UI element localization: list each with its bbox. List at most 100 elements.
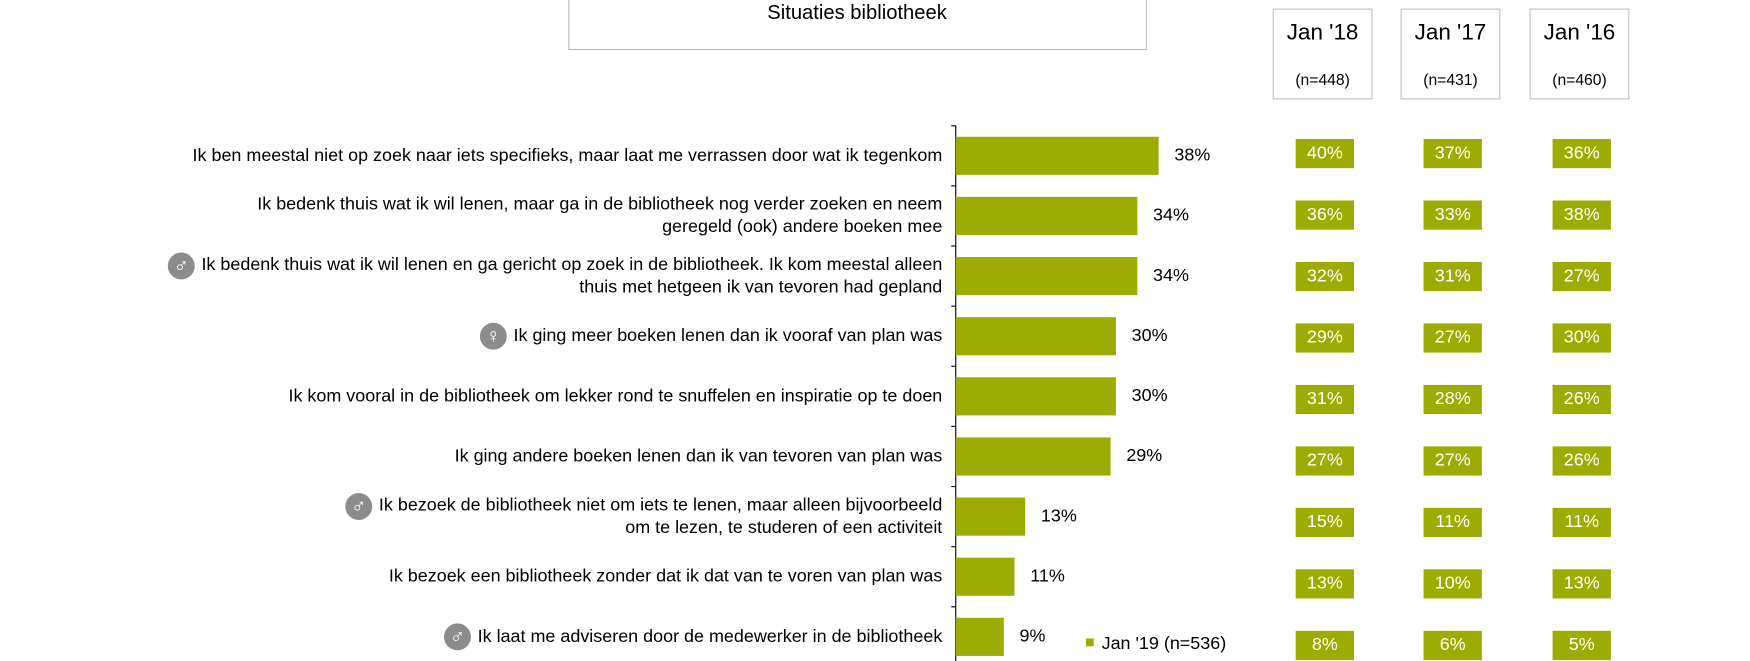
comparison-value: 13%: [1307, 573, 1343, 593]
value-label: 34%: [1153, 265, 1189, 285]
chart-title: Situaties bibliotheek: [767, 2, 947, 24]
bar: [955, 617, 1004, 656]
column-header: Jan '16: [1544, 20, 1616, 45]
legend-swatch: [1085, 638, 1094, 647]
value-label: 11%: [1030, 565, 1065, 585]
category-label: Ik bedenk thuis wat ik wil lenen en ga g…: [201, 254, 942, 296]
comparison-cell: [1295, 384, 1355, 415]
value-label: 9%: [1020, 626, 1046, 646]
comparison-value: 5%: [1569, 634, 1595, 654]
gender-icon-glyph: ♂: [174, 255, 189, 277]
comparison-cell: [1295, 200, 1355, 230]
gender-icon-glyph: ♂: [351, 496, 366, 518]
comparison-value: 26%: [1564, 450, 1600, 470]
comparison-value: 27%: [1435, 327, 1471, 347]
category-label: Ik kom vooral in de bibliotheek om lekke…: [289, 385, 943, 405]
comparison-value: 32%: [1307, 265, 1343, 285]
bar: [955, 196, 1138, 236]
comparison-cell: [1552, 323, 1611, 353]
category-label: Ik ging meer boeken lenen dan ik vooraf …: [514, 325, 943, 345]
value-label: 30%: [1132, 385, 1168, 405]
bar: [955, 437, 1111, 476]
column-header-box: [1272, 8, 1373, 100]
comparison-value: 31%: [1435, 265, 1471, 285]
comparison-cell: [1552, 261, 1611, 292]
column-header: Jan '18: [1287, 20, 1359, 45]
comparison-cell: [1295, 139, 1355, 169]
comparison-value: 33%: [1435, 204, 1471, 224]
gender-icon-glyph: ♂: [450, 626, 465, 648]
comparison-value: 11%: [1435, 511, 1470, 531]
gender-icon: [443, 623, 471, 651]
comparison-value: 27%: [1564, 265, 1600, 285]
comparison-cell: [1423, 261, 1482, 292]
comparison-cell: [1295, 323, 1355, 353]
comparison-cell: [1423, 507, 1482, 538]
comparison-value: 30%: [1564, 327, 1600, 347]
comparison-cell: [1423, 569, 1482, 599]
category-label: Ik bezoek de bibliotheek niet om iets te…: [379, 494, 942, 536]
comparison-cell: [1552, 384, 1611, 415]
comparison-cell: [1552, 569, 1611, 599]
comparison-value: 27%: [1307, 450, 1343, 470]
comparison-value: 40%: [1307, 142, 1343, 162]
comparison-cell: [1552, 200, 1611, 230]
bar: [955, 136, 1159, 175]
comparison-cell: [1552, 139, 1611, 169]
comparison-cell: [1552, 446, 1611, 476]
title-box: [568, 0, 1148, 51]
value-label: 30%: [1132, 325, 1168, 345]
comparison-cell: [1295, 630, 1355, 660]
category-label: Ik bezoek een bibliotheek zonder dat ik …: [389, 565, 942, 585]
comparison-value: 38%: [1564, 204, 1600, 224]
comparison-value: 10%: [1435, 573, 1471, 593]
comparison-cell: [1423, 384, 1482, 415]
comparison-cell: [1423, 323, 1482, 353]
comparison-value: 26%: [1564, 388, 1600, 408]
comparison-value: 37%: [1435, 142, 1471, 162]
comparison-value: 6%: [1440, 634, 1466, 654]
legend-label: Jan '19 (n=536): [1102, 633, 1227, 653]
comparison-cell: [1295, 446, 1355, 476]
bar: [955, 317, 1116, 356]
gender-icon: [345, 493, 373, 520]
comparison-value: 13%: [1564, 573, 1600, 593]
column-header-box: [1529, 8, 1630, 100]
category-label: Ik laat me adviseren door de medewerker …: [478, 626, 943, 646]
gender-icon: [479, 322, 507, 350]
column-n: (n=460): [1552, 72, 1607, 89]
column-n: (n=431): [1423, 72, 1478, 89]
bar: [955, 257, 1138, 296]
comparison-value: 27%: [1435, 450, 1471, 470]
column-header: Jan '17: [1415, 20, 1487, 45]
comparison-cell: [1423, 630, 1482, 660]
comparison-value: 11%: [1564, 511, 1599, 531]
category-label: Ik ging andere boeken lenen dan ik van t…: [455, 445, 943, 465]
comparison-value: 36%: [1564, 142, 1600, 162]
comparison-value: 8%: [1312, 634, 1338, 654]
comparison-value: 31%: [1307, 388, 1343, 408]
comparison-cell: [1423, 139, 1482, 169]
value-label: 38%: [1174, 145, 1210, 165]
comparison-cell: [1423, 446, 1482, 476]
comparison-cell: [1295, 261, 1355, 292]
comparison-value: 15%: [1307, 511, 1343, 531]
comparison-cell: [1295, 507, 1355, 538]
comparison-cell: [1423, 200, 1482, 230]
comparison-value: 36%: [1307, 204, 1343, 224]
comparison-cell: [1552, 507, 1611, 538]
category-label: Ik ben meestal niet op zoek naar iets sp…: [193, 145, 943, 165]
comparison-value: 29%: [1307, 327, 1343, 347]
bar: [955, 377, 1116, 416]
gender-icon: [167, 252, 195, 280]
bar: [955, 557, 1015, 596]
value-label: 34%: [1153, 205, 1189, 225]
value-label: 13%: [1041, 505, 1077, 525]
comparison-value: 28%: [1435, 388, 1471, 408]
value-label: 29%: [1126, 445, 1162, 465]
column-header-box: [1400, 8, 1501, 100]
column-n: (n=448): [1295, 72, 1350, 89]
category-label: Ik bedenk thuis wat ik wil lenen, maar g…: [257, 193, 942, 235]
comparison-cell: [1295, 569, 1355, 599]
